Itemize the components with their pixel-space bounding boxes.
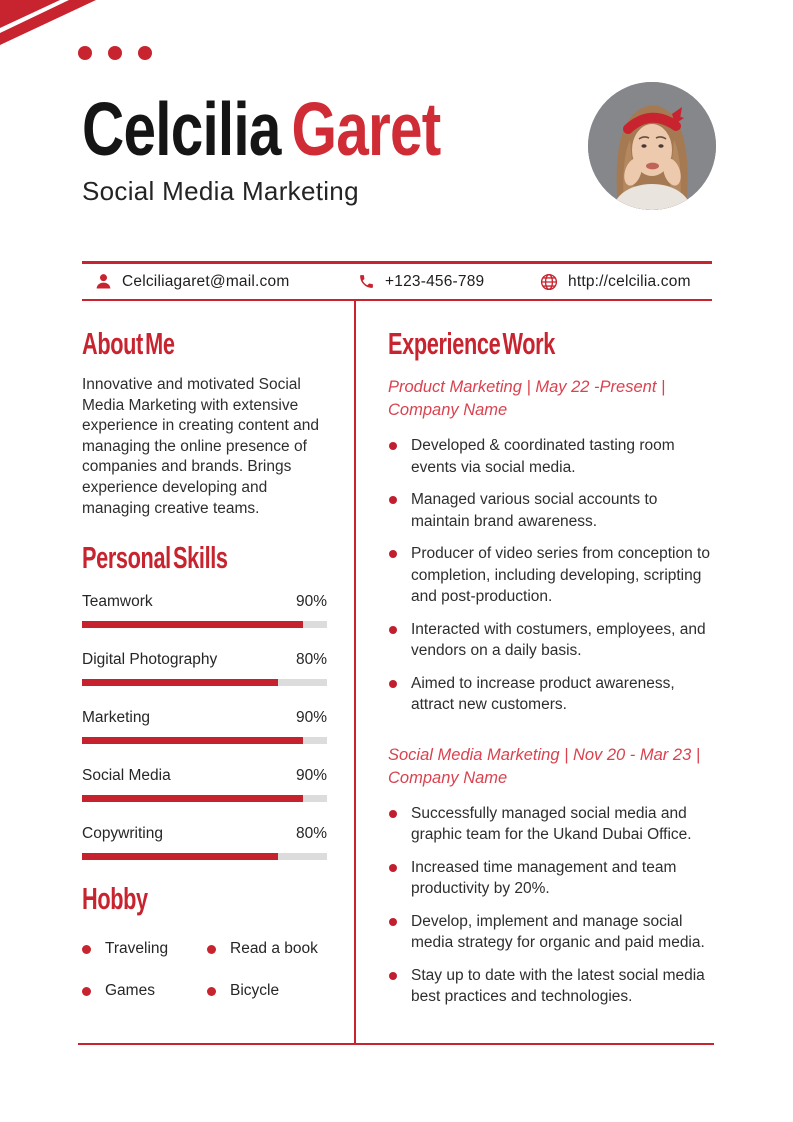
job-bullet-list: Developed & coordinated tasting room eve… bbox=[388, 435, 714, 716]
hobby-item: Games bbox=[82, 982, 207, 1000]
job-bullet: Increased time management and team produ… bbox=[388, 857, 714, 900]
contact-website: http://celcilia.com bbox=[540, 264, 691, 299]
skill-row: Marketing 90% bbox=[82, 709, 327, 745]
avatar bbox=[588, 82, 716, 210]
skill-bar-fill bbox=[82, 621, 303, 629]
skill-label: Marketing bbox=[82, 709, 151, 727]
phone-text: +123-456-789 bbox=[385, 272, 485, 290]
corner-ribbon-decoration bbox=[0, 0, 96, 45]
page-title: Celcilia Garet bbox=[82, 92, 441, 167]
dot-icon bbox=[138, 46, 152, 60]
job-bullet-list: Successfully managed social media and gr… bbox=[388, 803, 714, 1008]
skill-label: Social Media bbox=[82, 767, 171, 785]
hobby-item: Read a book bbox=[207, 940, 327, 958]
skill-row: Digital Photography 80% bbox=[82, 651, 327, 687]
skill-label: Copywriting bbox=[82, 825, 163, 843]
about-me-text: Innovative and motivated Social Media Ma… bbox=[82, 376, 319, 517]
first-name: Celcilia bbox=[82, 87, 281, 171]
skills-list: Teamwork 90% Digital Photography 80% Mar… bbox=[82, 593, 327, 861]
last-name: Garet bbox=[291, 87, 442, 171]
skill-percent: 80% bbox=[295, 825, 327, 843]
skill-bar-fill bbox=[82, 737, 303, 745]
job-bullet: Producer of video series from conception… bbox=[388, 543, 714, 608]
job-title: Product Marketing | May 22 -Present | Co… bbox=[388, 378, 666, 419]
skill-row: Social Media 90% bbox=[82, 767, 327, 803]
job-bullet: Successfully managed social media and gr… bbox=[388, 803, 714, 846]
experience-work-heading: Experience Work bbox=[388, 326, 555, 361]
skill-percent: 90% bbox=[295, 593, 327, 611]
skill-bar-track bbox=[82, 679, 327, 687]
job-bullet: Aimed to increase product awareness, att… bbox=[388, 673, 714, 716]
skill-bar-track bbox=[82, 737, 327, 745]
hobby-item: Bicycle bbox=[207, 982, 327, 1000]
skill-bar-fill bbox=[82, 853, 278, 861]
email-text: Celciliagaret@mail.com bbox=[122, 272, 290, 290]
skill-bar-track bbox=[82, 795, 327, 803]
phone-icon bbox=[360, 275, 373, 288]
bullet-icon bbox=[207, 944, 216, 954]
skill-percent: 90% bbox=[295, 767, 327, 785]
about-me-heading: About Me bbox=[82, 326, 175, 361]
skill-label: Digital Photography bbox=[82, 651, 218, 669]
skill-bar-track bbox=[82, 853, 327, 861]
three-dots-decoration bbox=[78, 46, 152, 60]
personal-skills-heading: Personal Skills bbox=[82, 540, 228, 576]
job-bullet: Stay up to date with the latest social m… bbox=[388, 965, 714, 1008]
bullet-icon bbox=[207, 986, 216, 996]
website-text: http://celcilia.com bbox=[568, 272, 691, 290]
job-title: Social Media Marketing | Nov 20 - Mar 23… bbox=[388, 745, 701, 787]
person-icon bbox=[96, 274, 111, 289]
bullet-icon bbox=[82, 986, 91, 996]
skill-row: Teamwork 90% bbox=[82, 593, 327, 629]
skill-row: Copywriting 80% bbox=[82, 825, 327, 861]
dot-icon bbox=[78, 46, 92, 60]
right-column: Experience Work Product Marketing | May … bbox=[388, 300, 714, 1019]
hobby-item: Traveling bbox=[82, 940, 207, 958]
job-bullet: Developed & coordinated tasting room eve… bbox=[388, 435, 714, 478]
job-role-subtitle: Social Media Marketing bbox=[82, 176, 359, 206]
contact-bar: Celciliagaret@mail.com +123-456-789 http… bbox=[82, 261, 712, 301]
vertical-divider bbox=[354, 301, 356, 1044]
hobby-list: Traveling Read a book Games Bicycle bbox=[82, 940, 327, 1000]
job-bullet: Interacted with costumers, employees, an… bbox=[388, 619, 714, 662]
skill-bar-track bbox=[82, 621, 327, 629]
hobby-heading: Hobby bbox=[82, 881, 148, 917]
profile-photo bbox=[588, 82, 716, 210]
job-bullet: Develop, implement and manage social med… bbox=[388, 911, 714, 954]
skill-percent: 80% bbox=[295, 651, 327, 669]
contact-email: Celciliagaret@mail.com bbox=[95, 264, 289, 299]
skill-bar-fill bbox=[82, 679, 278, 687]
bottom-divider bbox=[78, 1043, 714, 1045]
left-column: About Me Innovative and motivated Social… bbox=[82, 300, 327, 1000]
dot-icon bbox=[108, 46, 122, 60]
contact-phone: +123-456-789 bbox=[358, 264, 484, 299]
job-bullet: Managed various social accounts to maint… bbox=[388, 489, 714, 532]
skill-label: Teamwork bbox=[82, 593, 153, 611]
globe-icon bbox=[540, 273, 558, 290]
bullet-icon bbox=[82, 944, 91, 954]
skill-percent: 90% bbox=[295, 709, 327, 727]
skill-bar-fill bbox=[82, 795, 303, 803]
